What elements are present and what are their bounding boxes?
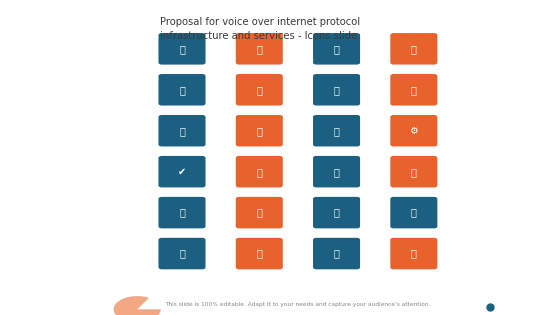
Text: 📲: 📲 <box>256 126 262 136</box>
Text: ❌: ❌ <box>411 85 417 95</box>
Text: 📊: 📊 <box>334 44 339 54</box>
Text: 👤: 👤 <box>411 208 417 218</box>
FancyBboxPatch shape <box>236 74 283 106</box>
FancyBboxPatch shape <box>158 115 206 146</box>
Text: 📞: 📞 <box>256 44 262 54</box>
FancyBboxPatch shape <box>158 33 206 65</box>
Text: This slide is 100% editable. Adapt it to your needs and capture your audience's : This slide is 100% editable. Adapt it to… <box>165 302 431 307</box>
Text: 🏆: 🏆 <box>411 167 417 177</box>
FancyBboxPatch shape <box>313 33 360 65</box>
FancyBboxPatch shape <box>236 33 283 65</box>
Text: 📅: 📅 <box>256 249 262 259</box>
Text: 📞: 📞 <box>411 249 417 259</box>
Text: 💬: 💬 <box>334 167 339 177</box>
FancyBboxPatch shape <box>390 33 437 65</box>
Text: 🏢: 🏢 <box>179 44 185 54</box>
FancyBboxPatch shape <box>390 115 437 146</box>
FancyBboxPatch shape <box>313 197 360 228</box>
FancyBboxPatch shape <box>236 197 283 228</box>
Text: 📋: 📋 <box>256 85 262 95</box>
FancyBboxPatch shape <box>158 197 206 228</box>
FancyBboxPatch shape <box>313 74 360 106</box>
FancyBboxPatch shape <box>390 156 437 187</box>
Text: 👥: 👥 <box>334 85 339 95</box>
FancyBboxPatch shape <box>236 238 283 269</box>
FancyBboxPatch shape <box>158 74 206 106</box>
Text: 📍: 📍 <box>179 85 185 95</box>
FancyBboxPatch shape <box>313 115 360 146</box>
FancyBboxPatch shape <box>390 74 437 106</box>
FancyBboxPatch shape <box>390 238 437 269</box>
Text: Proposal for voice over internet protocol
infrastructure and services - Icons sl: Proposal for voice over internet protoco… <box>160 17 360 41</box>
Text: 📋: 📋 <box>179 249 185 259</box>
Text: 🔑: 🔑 <box>256 208 262 218</box>
Text: 🔧: 🔧 <box>334 208 339 218</box>
Text: ⚙: ⚙ <box>409 126 418 136</box>
FancyBboxPatch shape <box>236 115 283 146</box>
Wedge shape <box>114 296 161 315</box>
Text: 🌐: 🌐 <box>179 208 185 218</box>
FancyBboxPatch shape <box>390 197 437 228</box>
Text: 📍: 📍 <box>334 126 339 136</box>
FancyBboxPatch shape <box>313 156 360 187</box>
FancyBboxPatch shape <box>313 238 360 269</box>
Text: ✔: ✔ <box>178 167 186 177</box>
Text: 📺: 📺 <box>179 126 185 136</box>
FancyBboxPatch shape <box>158 238 206 269</box>
FancyBboxPatch shape <box>158 156 206 187</box>
Text: 📧: 📧 <box>411 44 417 54</box>
FancyBboxPatch shape <box>236 156 283 187</box>
Text: 📆: 📆 <box>334 249 339 259</box>
Text: 📱: 📱 <box>256 167 262 177</box>
